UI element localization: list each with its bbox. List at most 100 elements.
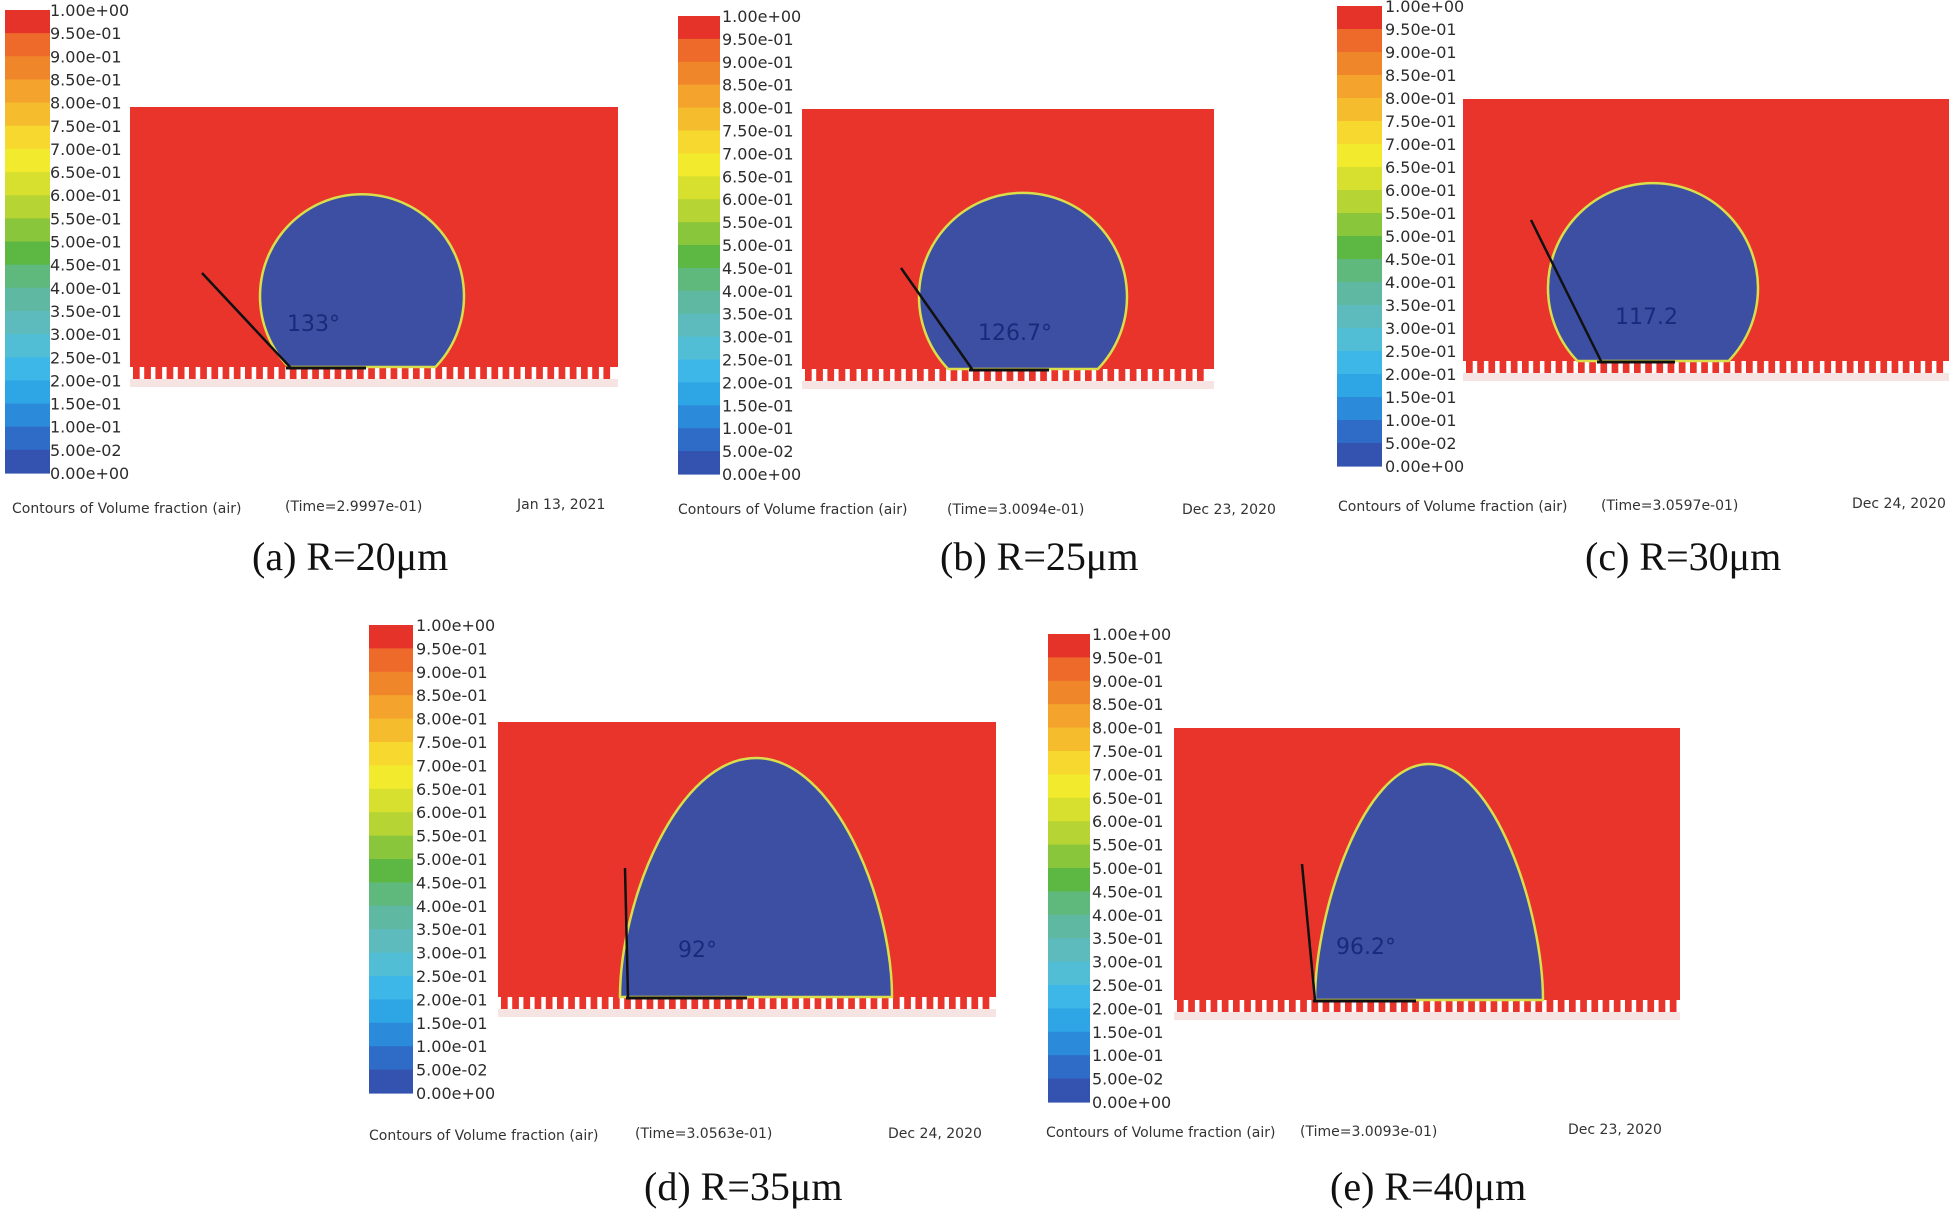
surface-pillar xyxy=(579,997,587,1009)
surface-pillar xyxy=(1311,1000,1319,1012)
surface-pillar xyxy=(536,367,543,379)
colorbar-tick-label: 4.50e-01 xyxy=(416,873,488,892)
surface-pillar xyxy=(1678,361,1686,373)
surface-pillar xyxy=(1174,369,1182,381)
colorbar-tick-label: 5.00e-01 xyxy=(1092,859,1164,878)
colorbar-swatch xyxy=(369,999,413,1024)
colorbar-swatch xyxy=(5,310,50,335)
footer-date: Dec 23, 2020 xyxy=(1182,502,1276,518)
surface-pillar xyxy=(256,367,263,379)
colorbar-swatch xyxy=(1337,167,1382,191)
surface-pillar xyxy=(950,369,958,381)
surface-pillar xyxy=(894,369,902,381)
colorbar-swatch xyxy=(1337,374,1382,398)
surface-pillar xyxy=(861,369,868,381)
colorbar-tick-label: 8.00e-01 xyxy=(1092,719,1164,738)
surface-pillar xyxy=(133,367,140,379)
surface-pillar xyxy=(1477,361,1484,373)
surface-pillar xyxy=(1412,1000,1419,1012)
colorbar-swatch xyxy=(678,199,720,223)
surface-pillar xyxy=(1746,361,1753,373)
surface-pillar xyxy=(1233,1000,1240,1012)
colorbar-swatch xyxy=(369,835,413,860)
surface-pillar xyxy=(680,997,687,1009)
surface-pillar xyxy=(926,997,934,1009)
colorbar-swatch xyxy=(1048,704,1090,729)
colorbar-tick-label: 4.50e-01 xyxy=(1385,250,1457,269)
surface-pillar xyxy=(803,997,811,1009)
colorbar-tick-label: 4.00e-01 xyxy=(416,897,488,916)
colorbar-tick-label: 7.50e-01 xyxy=(50,117,122,136)
colorbar-tick-label: 5.00e-02 xyxy=(1092,1070,1164,1089)
surface-pillar xyxy=(211,367,219,379)
surface-pillar xyxy=(1501,1000,1509,1012)
colorbar-swatch xyxy=(369,952,413,977)
surface-pillar xyxy=(1085,369,1092,381)
surface-pillar xyxy=(1221,1000,1229,1012)
surface-pillar xyxy=(961,369,969,381)
surface-pillar xyxy=(1569,1000,1576,1012)
colorbar-tick-label: 1.00e+00 xyxy=(416,616,495,635)
colorbar-swatch xyxy=(369,671,413,696)
colorbar-tick-label: 2.50e-01 xyxy=(50,348,122,367)
colorbar-tick-label: 5.00e-02 xyxy=(50,441,122,460)
surface-pillar xyxy=(984,369,991,381)
colorbar-swatch xyxy=(369,1022,413,1047)
colorbar-swatch xyxy=(369,765,413,790)
colorbar-tick-label: 0.00e+00 xyxy=(416,1084,495,1103)
surface-pillar xyxy=(1557,1000,1565,1012)
colorbar-tick-label: 4.50e-01 xyxy=(722,259,794,278)
surface-pillar xyxy=(1141,369,1148,381)
colorbar-tick-label: 3.50e-01 xyxy=(722,305,794,324)
surface-pillar xyxy=(973,369,980,381)
surface-pillar xyxy=(758,997,766,1009)
colorbar-tick-label: 5.50e-01 xyxy=(50,209,122,228)
surface-pillar xyxy=(390,367,398,379)
surface-pillar xyxy=(1188,1000,1195,1012)
air-bubble xyxy=(1546,181,1760,363)
colorbar-swatch xyxy=(678,428,720,452)
surface-pillar xyxy=(569,367,577,379)
colorbar-swatch xyxy=(1337,236,1382,260)
colorbar-tick-label: 6.50e-01 xyxy=(722,167,794,186)
surface-pillar xyxy=(435,367,443,379)
colorbar-swatch xyxy=(1048,751,1090,775)
surface-pillar xyxy=(1210,1000,1218,1012)
surface-pillar xyxy=(837,997,844,1009)
colorbar-tick-label: 8.00e-01 xyxy=(50,94,122,113)
surface-pillar xyxy=(1266,1000,1274,1012)
surface-pillar xyxy=(883,369,891,381)
colorbar-swatch xyxy=(1048,1008,1090,1033)
colorbar-swatch xyxy=(678,451,720,475)
caption-e: (e) R=40μm xyxy=(1330,1164,1527,1209)
surface-pillar xyxy=(1277,1000,1285,1012)
panel-d: 1.00e+00 9.50e-01 9.00e-01 8.50e-01 8.00e-01… xyxy=(352,608,997,1168)
contact-angle-label: 96.2° xyxy=(1336,935,1396,960)
surface-pillar xyxy=(558,367,566,379)
surface-pillar xyxy=(1936,361,1944,373)
surface-pillar xyxy=(691,997,699,1009)
colorbar-tick-label: 1.00e+00 xyxy=(722,7,801,26)
colorbar-swatch xyxy=(1048,1078,1090,1103)
surface-pillar xyxy=(960,997,967,1009)
surface-pillar xyxy=(1846,361,1854,373)
surface-pillar xyxy=(1513,1000,1520,1012)
surface-pillar xyxy=(1701,361,1708,373)
surface-pillar xyxy=(1535,1000,1543,1012)
colorbar-swatch xyxy=(1337,443,1382,467)
surface-pillar xyxy=(1468,1000,1475,1012)
footer-title: Contours of Volume fraction (air) xyxy=(1046,1125,1275,1141)
surface-pillar xyxy=(1880,361,1888,373)
colorbar-tick-label: 3.00e-01 xyxy=(416,944,488,963)
colorbar-tick-label: 5.50e-01 xyxy=(722,213,794,232)
surface-pillar xyxy=(590,997,598,1009)
colorbar-swatch xyxy=(369,882,413,907)
surface-pillar xyxy=(1600,361,1608,373)
colorbar-tick-label: 9.00e-01 xyxy=(1385,43,1457,62)
air-bubble-shape xyxy=(1313,762,1545,1002)
colorbar-tick-label: 4.00e-01 xyxy=(1092,906,1164,925)
colorbar-swatch xyxy=(1048,680,1090,705)
colorbar-tick-label: 2.50e-01 xyxy=(722,351,794,370)
surface-pillar xyxy=(1499,361,1507,373)
colorbar-swatch xyxy=(5,449,50,474)
